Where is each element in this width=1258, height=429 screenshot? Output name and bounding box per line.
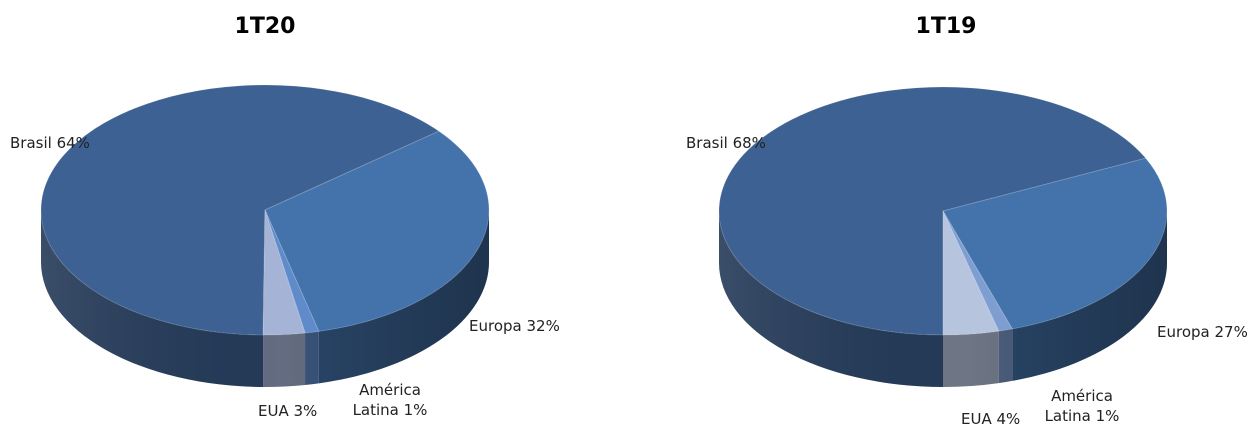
pie-slice-europa (942, 157, 1168, 330)
pie-slice-europa (264, 130, 490, 332)
pie-slice-brasil (40, 84, 440, 336)
pie-chart-1t19 (718, 86, 1168, 387)
label-america-line2: Latina 1% (1044, 407, 1120, 425)
label-europa-1t20: Europa 32% (469, 317, 560, 335)
pie-slice-américa-latina (264, 209, 320, 334)
label-brasil-1t19: Brasil 68% (686, 134, 766, 152)
label-eua-1t20: EUA 3% (258, 402, 318, 420)
label-europa-1t19: Europa 27% (1157, 323, 1248, 341)
label-america-line1: América (1051, 387, 1113, 405)
label-eua-1t19: EUA 4% (961, 410, 1021, 428)
label-america-latina-1t20: América Latina 1% (340, 380, 440, 420)
pie-chart-1t20 (40, 84, 490, 387)
pie-side-shading (41, 210, 489, 387)
pie-slice-eua (262, 209, 306, 336)
pie-slice-eua (942, 210, 1000, 336)
label-america-line1: América (359, 381, 421, 399)
chart-title-1t20: 1T20 (234, 14, 296, 39)
pie-slice-américa-latina (942, 210, 1014, 332)
chart-title-1t19: 1T19 (915, 14, 977, 39)
label-america-latina-1t19: América Latina 1% (1032, 386, 1132, 426)
pie-slice-brasil (718, 86, 1147, 336)
label-brasil-1t20: Brasil 64% (10, 134, 90, 152)
label-america-line2: Latina 1% (352, 401, 428, 419)
pie-side-shading (719, 211, 1167, 387)
